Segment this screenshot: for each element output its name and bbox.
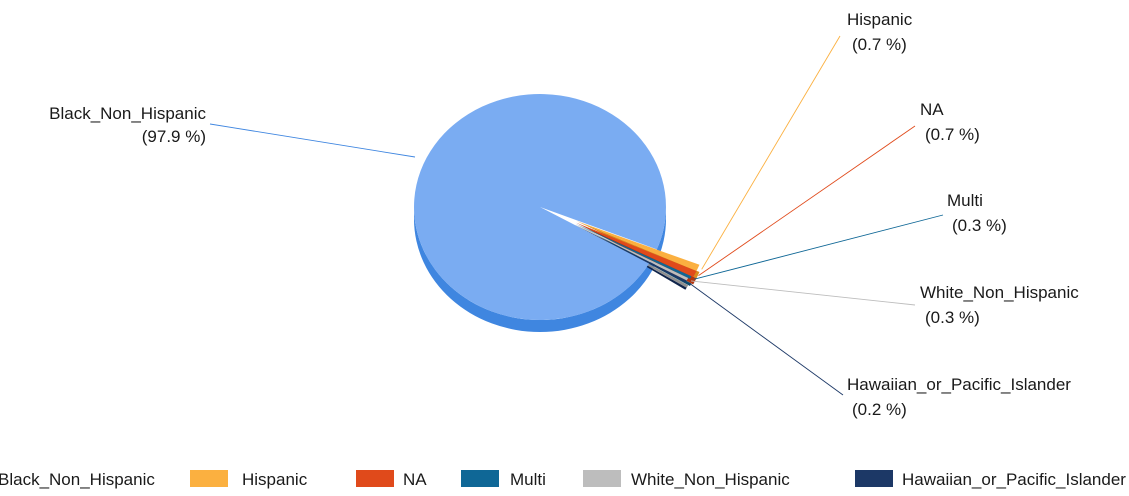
legend-label-hispanic: Hispanic — [242, 470, 308, 489]
slice-label-multi: Multi — [947, 191, 983, 210]
slice-percent-hawaiian-or-pacific-islander: (0.2 %) — [852, 400, 907, 419]
legend-swatch-na — [356, 470, 394, 487]
leader-line-white-non-hispanic — [690, 280, 916, 306]
leader-line-hispanic — [701, 35, 841, 270]
pie-slice-hispanic — [576, 221, 700, 272]
legend-swatch-hispanic — [190, 470, 228, 487]
legend-swatch-hawaiian-or-pacific-islander — [855, 470, 893, 487]
leader-line-na — [698, 125, 916, 277]
slice-labels: Black_Non_Hispanic (97.9 %) Hispanic (0.7 %… — [49, 10, 1079, 419]
leader-line-hawaiian-or-pacific-islander — [689, 282, 844, 396]
slice-percent-black-non-hispanic: (97.9 %) — [142, 127, 206, 146]
legend-label-white-non-hispanic: White_Non_Hispanic — [631, 470, 790, 489]
slice-percent-white-non-hispanic: (0.3 %) — [925, 308, 980, 327]
slice-percent-hispanic: (0.7 %) — [852, 35, 907, 54]
pie-slice-multi — [575, 223, 692, 279]
legend-label-multi: Multi — [510, 470, 546, 489]
legend-swatch-multi — [461, 470, 499, 487]
slice-label-na: NA — [920, 100, 944, 119]
leader-line-multi — [694, 214, 944, 280]
pie-slice-hawaiian-or-pacific-islander — [574, 224, 687, 283]
slice-percent-na: (0.7 %) — [925, 125, 980, 144]
legend-label-hawaiian-or-pacific-islander: Hawaiian_or_Pacific_Islander — [902, 470, 1126, 489]
slice-label-white-non-hispanic: White_Non_Hispanic — [920, 283, 1079, 302]
slice-label-hispanic: Hispanic — [847, 10, 913, 29]
legend: Black_Non_Hispanic Hispanic NA Multi White_N… — [0, 470, 1126, 489]
legend-swatch-white-non-hispanic — [583, 470, 621, 487]
pie-slice-black-non-hispanic — [414, 94, 666, 321]
slice-label-black-non-hispanic: Black_Non_Hispanic — [49, 104, 206, 123]
leader-lines — [209, 35, 944, 396]
slice-percent-multi: (0.3 %) — [952, 216, 1007, 235]
pie-slice-na — [576, 222, 697, 278]
slice-label-hawaiian-or-pacific-islander: Hawaiian_or_Pacific_Islander — [847, 375, 1071, 394]
pie-slice-white-non-hispanic — [575, 224, 689, 281]
pie-slices — [414, 94, 700, 321]
leader-line-black-non-hispanic — [209, 123, 416, 158]
legend-label-na: NA — [403, 470, 427, 489]
legend-label-black-non-hispanic: Black_Non_Hispanic — [0, 470, 155, 489]
